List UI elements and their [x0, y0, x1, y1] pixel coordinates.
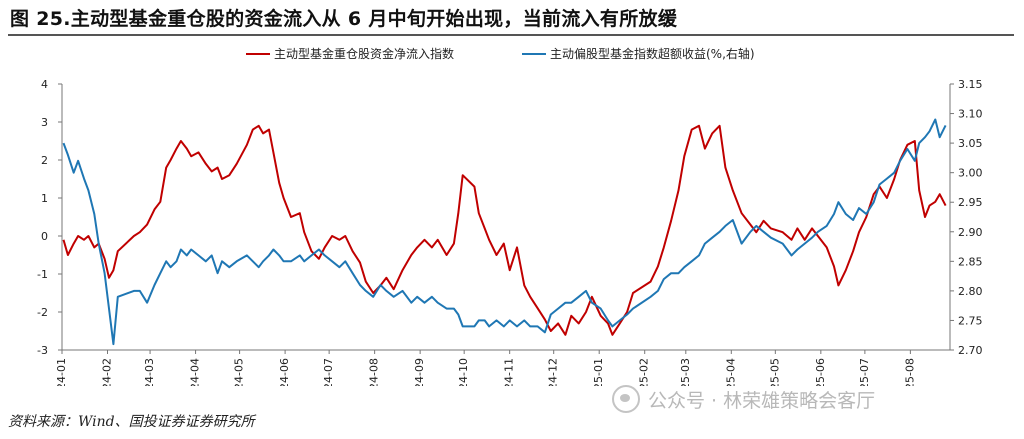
left-tick-label: 4: [41, 78, 48, 91]
x-tick-label: 2025-06: [814, 358, 827, 386]
right-tick-label: 2.90: [958, 226, 983, 239]
x-tick-label: 2024-08: [368, 358, 381, 386]
watermark: 公众号 · 林荣雄策略会客厅: [612, 385, 875, 413]
title-rule: [8, 34, 1014, 36]
x-tick-label: 2024-07: [322, 358, 335, 386]
right-tick-label: 2.70: [958, 344, 983, 357]
x-tick-label: 2024-04: [189, 358, 202, 386]
series-line-excess-return: [62, 118, 947, 346]
right-tick-label: 2.75: [958, 314, 983, 327]
x-tick-label: 2024-06: [278, 358, 291, 386]
dual-axis-line-chart: 主动型基金重仓股资金净流入指数 主动偏股型基金指数超额收益(%,右轴) -3-2-…: [37, 46, 982, 386]
left-tick-label: -3: [37, 344, 48, 357]
legend-entry: 主动偏股型基金指数超额收益(%,右轴): [550, 46, 755, 61]
x-tick-label: 2024-09: [413, 358, 426, 386]
series-line-fund-flow: [62, 124, 947, 336]
x-tick-label: 2025-01: [592, 358, 605, 386]
x-tick-label: 2024-02: [101, 358, 114, 386]
x-tick-label: 2024-10: [457, 358, 470, 386]
legend: 主动型基金重仓股资金净流入指数 主动偏股型基金指数超额收益(%,右轴): [246, 46, 755, 61]
watermark-text: 公众号 · 林荣雄策略会客厅: [648, 389, 876, 412]
x-tick-label: 2025-05: [768, 358, 781, 386]
left-tick-label: -2: [37, 306, 48, 319]
right-tick-label: 3.10: [958, 108, 983, 121]
x-tick-label: 2025-08: [903, 358, 916, 386]
source-note: 资料来源：Wind、国投证券证券研究所: [8, 414, 255, 430]
right-tick-label: 2.95: [958, 196, 983, 209]
x-tick-label: 2025-04: [724, 358, 737, 386]
x-tick-label: 2024-12: [547, 358, 560, 386]
axes: -3 -2 -1 0 1 2 3 4 2.70 2.75 2.80 2.85 2.90 2.95 3.00 3…: [37, 78, 982, 386]
x-tick-label: 2024-05: [233, 358, 246, 386]
left-tick-label: 1: [41, 192, 48, 205]
x-tick-label: 2024-11: [503, 358, 516, 386]
x-tick-label: 2024-01: [55, 358, 68, 386]
chart-title: 图 25.主动型基金重仓股的资金流入从 6 月中旬开始出现，当前流入有所放缓: [10, 8, 678, 30]
right-tick-label: 2.80: [958, 285, 983, 298]
right-tick-label: 3.05: [958, 137, 983, 150]
wechat-icon: [612, 385, 640, 413]
x-tick-label: 2025-03: [679, 358, 692, 386]
x-tick-label: 2025-07: [858, 358, 871, 386]
left-tick-label: 0: [41, 230, 48, 243]
x-tick-label: 2025-02: [638, 358, 651, 386]
left-tick-label: 2: [41, 154, 48, 167]
left-tick-label: 3: [41, 116, 48, 129]
right-tick-label: 3.15: [958, 78, 983, 91]
left-tick-label: -1: [37, 268, 48, 281]
x-tick-label: 2024-03: [143, 358, 156, 386]
series-lines: [62, 118, 947, 346]
right-tick-label: 2.85: [958, 255, 983, 268]
legend-entry: 主动型基金重仓股资金净流入指数: [274, 46, 454, 61]
right-tick-label: 3.00: [958, 167, 983, 180]
